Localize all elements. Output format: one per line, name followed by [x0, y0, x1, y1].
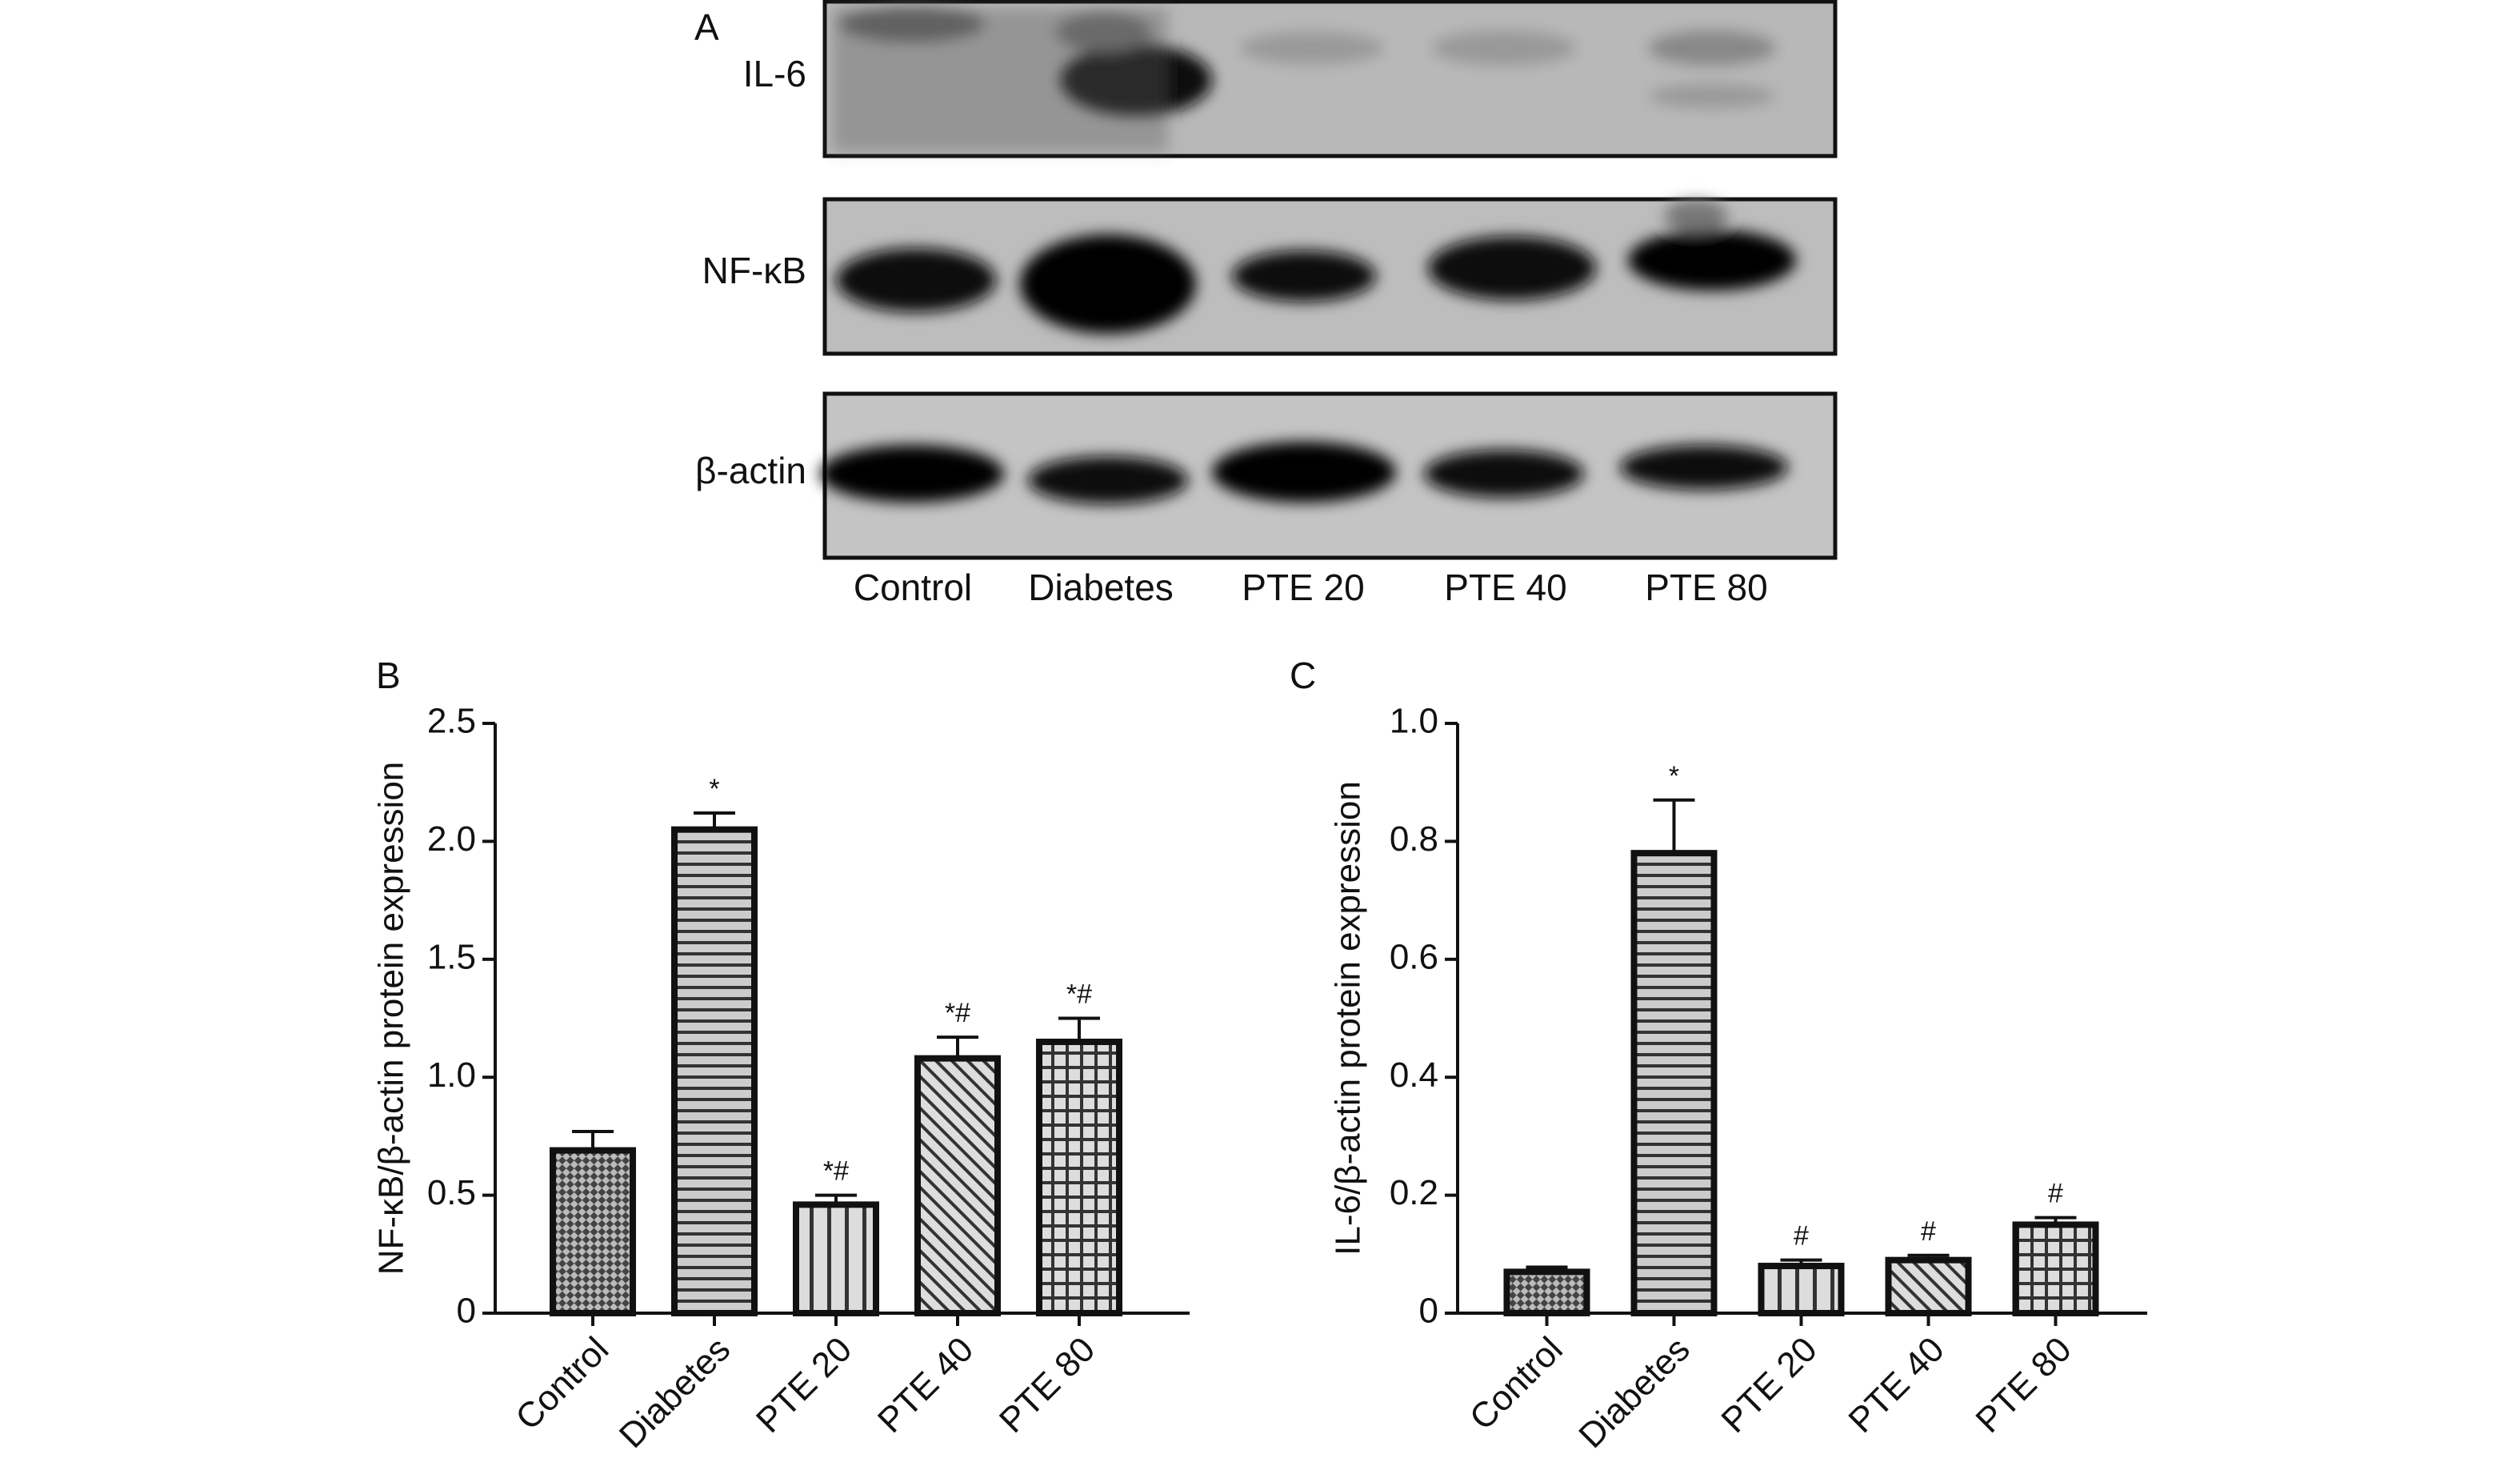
y-tick-label: 1.0	[427, 1055, 476, 1095]
bar	[1036, 1038, 1122, 1316]
blot-row-label: IL-6	[743, 53, 806, 94]
y-tick-label: 0	[457, 1292, 476, 1331]
blot-lane-label: PTE 20	[1242, 567, 1364, 608]
blot-bands	[832, 6, 1776, 152]
significance-mark: *	[709, 774, 719, 804]
significance-mark: #	[2048, 1179, 2063, 1209]
blot-lane-label: Diabetes	[1028, 567, 1174, 608]
bar	[793, 1201, 879, 1316]
bar-chart: C IL-6/β-actin protein expression 0 0.2 0.4 0…	[1290, 655, 2147, 1456]
bar	[671, 826, 758, 1317]
y-tick-label: 0.8	[1390, 819, 1438, 859]
bar	[1503, 1268, 1590, 1317]
significance-mark: *#	[1066, 979, 1092, 1009]
significance-mark: *#	[945, 998, 970, 1028]
panel-label: C	[1290, 655, 1316, 696]
y-tick-label: 2.0	[427, 819, 476, 859]
x-tick-label: Diabetes	[612, 1330, 738, 1456]
panel-label: A	[694, 6, 719, 48]
bar	[914, 1055, 1001, 1316]
bar	[1758, 1263, 1845, 1317]
x-tick-label: PTE 80	[1968, 1330, 2078, 1440]
blot-lane-label: PTE 80	[1645, 567, 1767, 608]
x-tick-label: PTE 20	[1714, 1330, 1824, 1440]
blot-bands	[836, 200, 1796, 334]
significance-mark: *	[1669, 761, 1679, 791]
y-tick-label: 0.5	[427, 1173, 476, 1212]
y-tick-label: 0	[1419, 1292, 1438, 1331]
significance-mark: #	[1794, 1221, 1809, 1252]
y-tick-label: 0.4	[1390, 1055, 1438, 1095]
blot-bands	[820, 442, 1788, 504]
y-tick-label: 0.6	[1390, 937, 1438, 976]
panel-label: B	[376, 655, 401, 696]
bar	[1885, 1256, 1972, 1317]
bar	[2012, 1221, 2099, 1316]
x-tick-label: Control	[1462, 1330, 1570, 1438]
bar-chart: B NF-κB/β-actin protein expression 0 0.5 1.0…	[372, 655, 1190, 1456]
x-tick-label: PTE 40	[870, 1330, 981, 1440]
bar	[550, 1147, 636, 1317]
y-axis-label: IL-6/β-actin protein expression	[1329, 781, 1368, 1256]
y-tick-label: 0.2	[1390, 1173, 1438, 1212]
x-tick-label: PTE 40	[1841, 1330, 1951, 1440]
bar	[1630, 850, 1718, 1316]
x-tick-label: Control	[508, 1330, 616, 1438]
y-tick-label: 2.5	[427, 702, 476, 741]
x-tick-label: Diabetes	[1571, 1330, 1697, 1456]
blot-lane-label: Control	[854, 567, 972, 608]
blot-lane-label: PTE 40	[1444, 567, 1566, 608]
significance-mark: #	[1921, 1216, 1936, 1247]
blot-row-label: β-actin	[695, 450, 806, 491]
y-tick-label: 1.0	[1390, 702, 1438, 741]
blot-panel: A IL-6 NF-κB	[694, 0, 1838, 608]
y-axis-label: NF-κB/β-actin protein expression	[372, 762, 411, 1276]
x-tick-label: PTE 20	[749, 1330, 859, 1440]
y-tick-label: 1.5	[427, 937, 476, 976]
significance-mark: *#	[823, 1156, 849, 1187]
blot-row-label: NF-κB	[702, 250, 806, 291]
x-tick-label: PTE 80	[992, 1330, 1102, 1440]
